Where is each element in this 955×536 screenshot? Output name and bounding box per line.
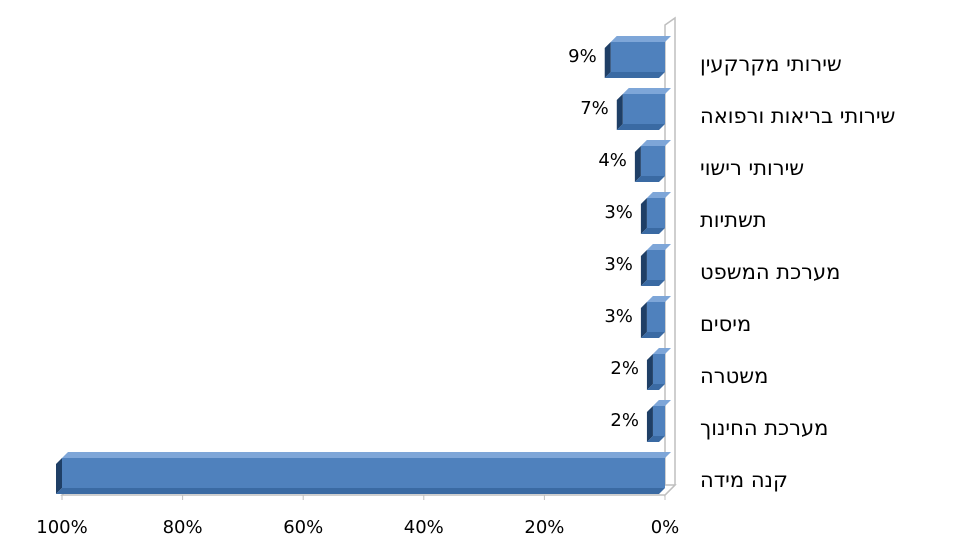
- bar: [610, 42, 665, 72]
- bar: [640, 146, 665, 176]
- bar-top: [622, 88, 671, 94]
- x-tick-label: 100%: [36, 517, 87, 536]
- bar-side: [646, 406, 653, 442]
- bar-bottom: [616, 124, 665, 130]
- data-label: 2%: [610, 410, 639, 431]
- bar: [652, 354, 665, 384]
- bar-top: [640, 140, 671, 146]
- bar-bottom: [646, 436, 665, 442]
- category-label: קנה מידה: [700, 468, 788, 492]
- bar-side: [640, 250, 647, 286]
- category-label: שירותי רישוי: [700, 156, 804, 180]
- bar-bottom: [56, 488, 665, 494]
- bar-bottom: [604, 72, 665, 78]
- bar-bottom: [640, 228, 665, 234]
- bar-side: [640, 198, 647, 234]
- bar-top: [62, 452, 671, 458]
- x-tick-label: 20%: [524, 517, 564, 536]
- bar-bottom: [646, 384, 665, 390]
- bar-side: [640, 302, 647, 338]
- x-tick-label: 40%: [404, 517, 444, 536]
- bar-top: [610, 36, 671, 42]
- data-label: 9%: [568, 46, 597, 67]
- x-tick-label: 0%: [651, 517, 680, 536]
- bar-side: [634, 146, 641, 182]
- bar: [646, 250, 665, 280]
- bar: [646, 302, 665, 332]
- bar: [646, 198, 665, 228]
- data-label: 3%: [604, 306, 633, 327]
- x-tick-label: 80%: [163, 517, 203, 536]
- data-label: 3%: [604, 254, 633, 275]
- bar-side: [56, 458, 62, 494]
- bar-bottom: [640, 332, 665, 338]
- data-label: 4%: [598, 150, 627, 171]
- bar-top: [646, 192, 671, 198]
- bar: [622, 94, 665, 124]
- category-label: משטרה: [700, 364, 768, 388]
- bar-top: [652, 348, 671, 354]
- bar-top: [646, 244, 671, 250]
- bar: [652, 406, 665, 436]
- bar-side: [646, 354, 653, 390]
- category-label: מערכת המשפט: [700, 260, 840, 284]
- category-label: שירותי בריאות ורפואה: [700, 104, 895, 128]
- data-label: 3%: [604, 202, 633, 223]
- data-label: 2%: [610, 358, 639, 379]
- bar-top: [646, 296, 671, 302]
- category-label: תשתיות: [700, 208, 767, 232]
- bar-top: [652, 400, 671, 406]
- data-label: 7%: [580, 98, 609, 119]
- x-tick-label: 60%: [283, 517, 323, 536]
- category-label: שירותי מקרקעין: [700, 52, 842, 76]
- bar-bottom: [640, 280, 665, 286]
- bar-side: [604, 42, 611, 78]
- bar-bottom: [634, 176, 665, 182]
- category-label: מערכת החינוך: [700, 416, 828, 440]
- bar-side: [616, 94, 623, 130]
- bar: [62, 458, 665, 488]
- category-label: מיסים: [700, 312, 751, 336]
